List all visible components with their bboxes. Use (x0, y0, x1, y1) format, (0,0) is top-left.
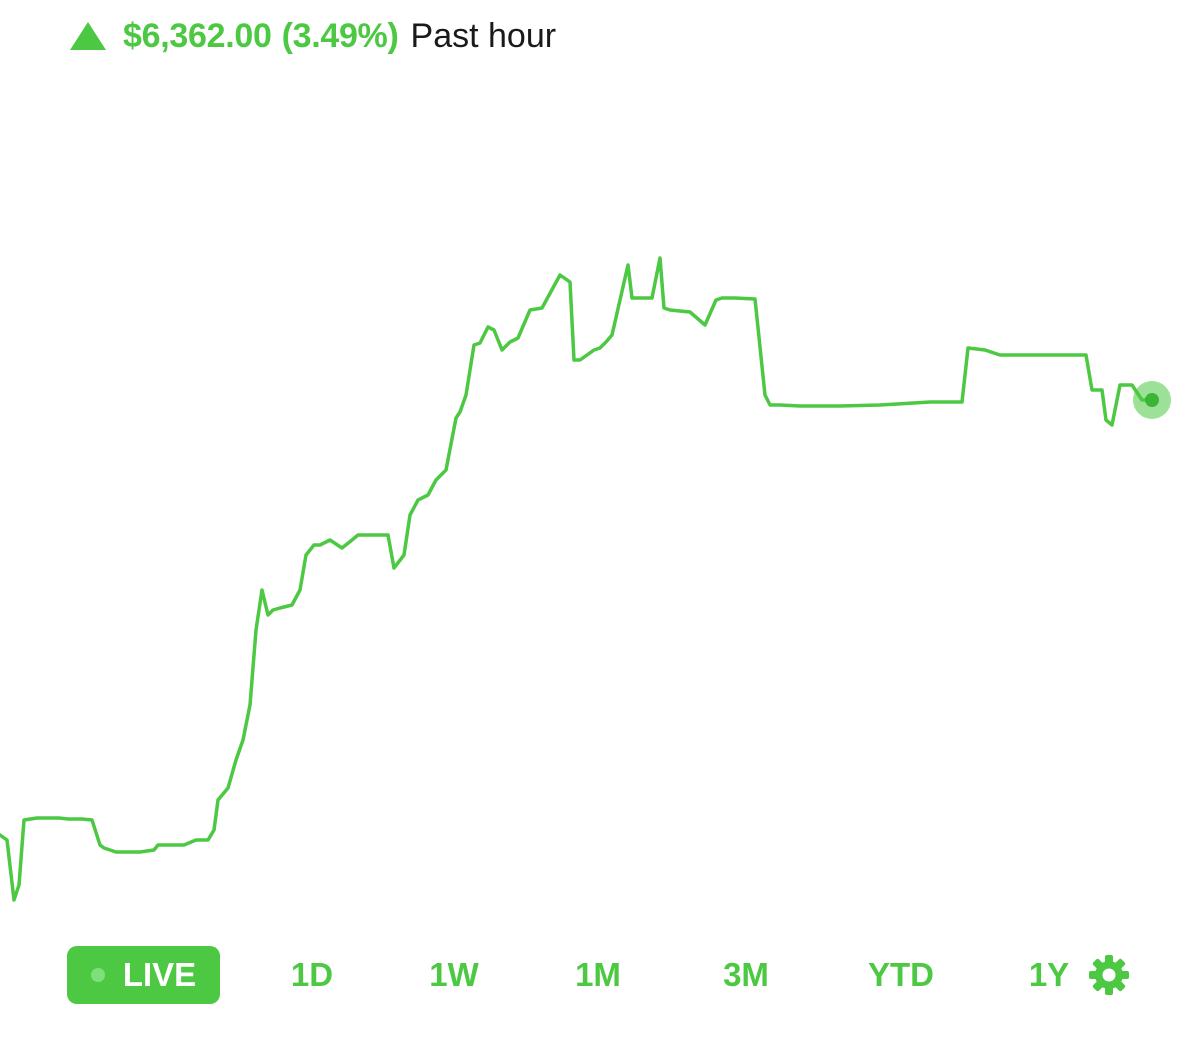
live-dot-icon (90, 968, 105, 982)
range-1m-label: 1M (575, 956, 621, 993)
range-3m-label: 3M (723, 956, 769, 993)
range-ytd-label: YTD (868, 956, 934, 993)
range-1m-button[interactable]: 1M (558, 946, 638, 1004)
gear-icon[interactable] (1088, 954, 1130, 996)
period-label: Past hour (410, 16, 557, 55)
range-3m-button[interactable]: 3M (704, 946, 788, 1004)
range-1y-button[interactable]: 1Y (1014, 946, 1084, 1004)
range-1w-label: 1W (429, 956, 479, 993)
range-selector: LIVE 1D 1W 1M 3M YTD 1Y (0, 940, 1200, 1010)
price-change-header: $6,362.00 (3.49%) Past hour (70, 14, 556, 58)
current-price-marker (1145, 393, 1159, 407)
range-ytd-button[interactable]: YTD (856, 946, 946, 1004)
range-live-button[interactable]: LIVE (67, 946, 220, 1004)
change-percent: (3.49%) (281, 16, 399, 55)
range-1y-label: 1Y (1028, 956, 1070, 993)
change-amount: $6,362.00 (123, 16, 272, 55)
range-1d-label: 1D (290, 956, 334, 993)
price-series-line (0, 256, 1154, 902)
range-1d-button[interactable]: 1D (272, 946, 352, 1004)
range-1w-button[interactable]: 1W (414, 946, 494, 1004)
triangle-up-icon (70, 22, 106, 50)
range-live-label: LIVE (122, 956, 197, 993)
